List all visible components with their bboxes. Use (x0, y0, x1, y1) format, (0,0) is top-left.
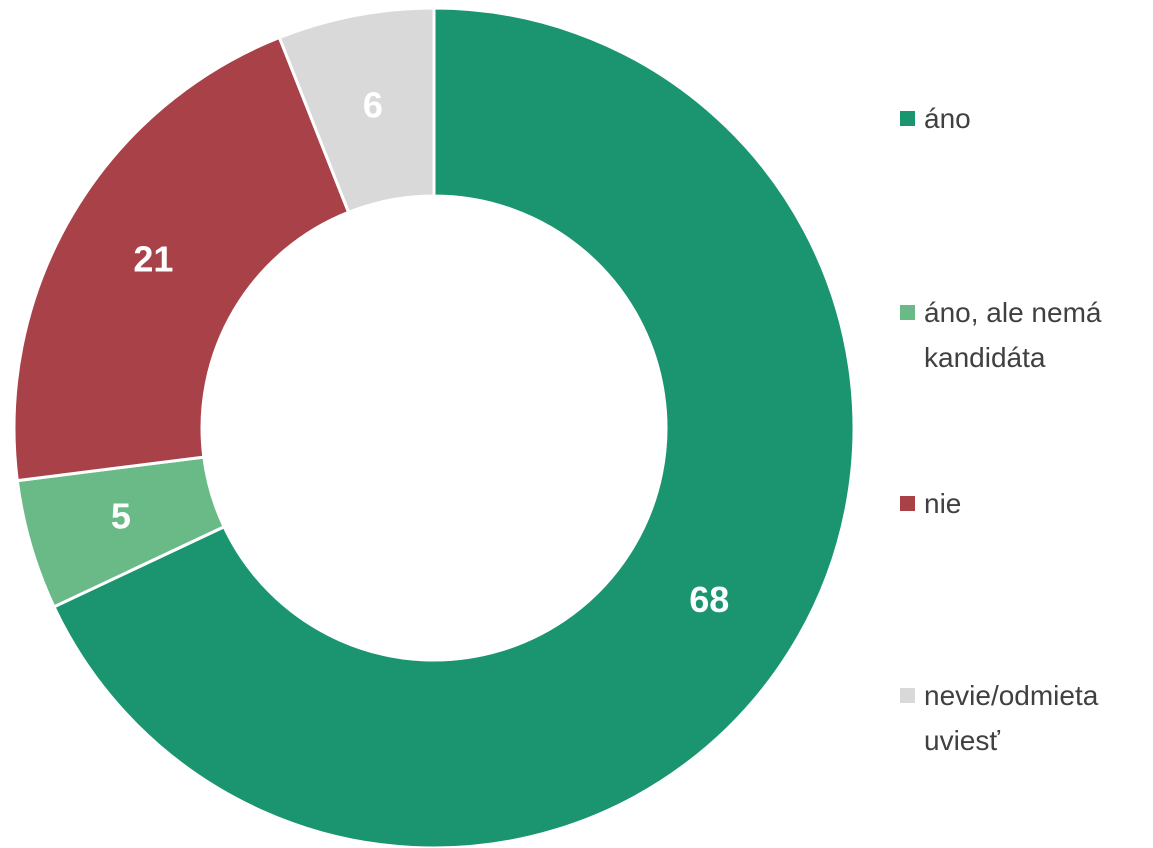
value-label: 68 (689, 579, 729, 620)
legend-label: áno (924, 103, 971, 134)
value-label: 6 (363, 84, 383, 125)
value-label: 21 (133, 239, 173, 280)
donut-segment (277, 6, 436, 215)
donut-segment (12, 35, 351, 483)
legend-label: áno, ale nemá kandidáta (924, 297, 1102, 373)
value-label: 5 (111, 495, 131, 536)
legend-item: nevie/odmieta uviesť (900, 673, 1150, 763)
legend-label: nie (924, 488, 962, 519)
legend-item: nie (900, 481, 1150, 526)
legend-item: áno, ale nemá kandidáta (900, 290, 1150, 380)
legend-swatch (900, 496, 915, 511)
legend-item: áno (900, 96, 1150, 141)
donut-segment (51, 6, 856, 848)
legend-swatch (900, 305, 915, 320)
legend-swatch (900, 688, 915, 703)
legend-swatch (900, 111, 915, 126)
legend-label: nevie/odmieta uviesť (924, 680, 1099, 756)
